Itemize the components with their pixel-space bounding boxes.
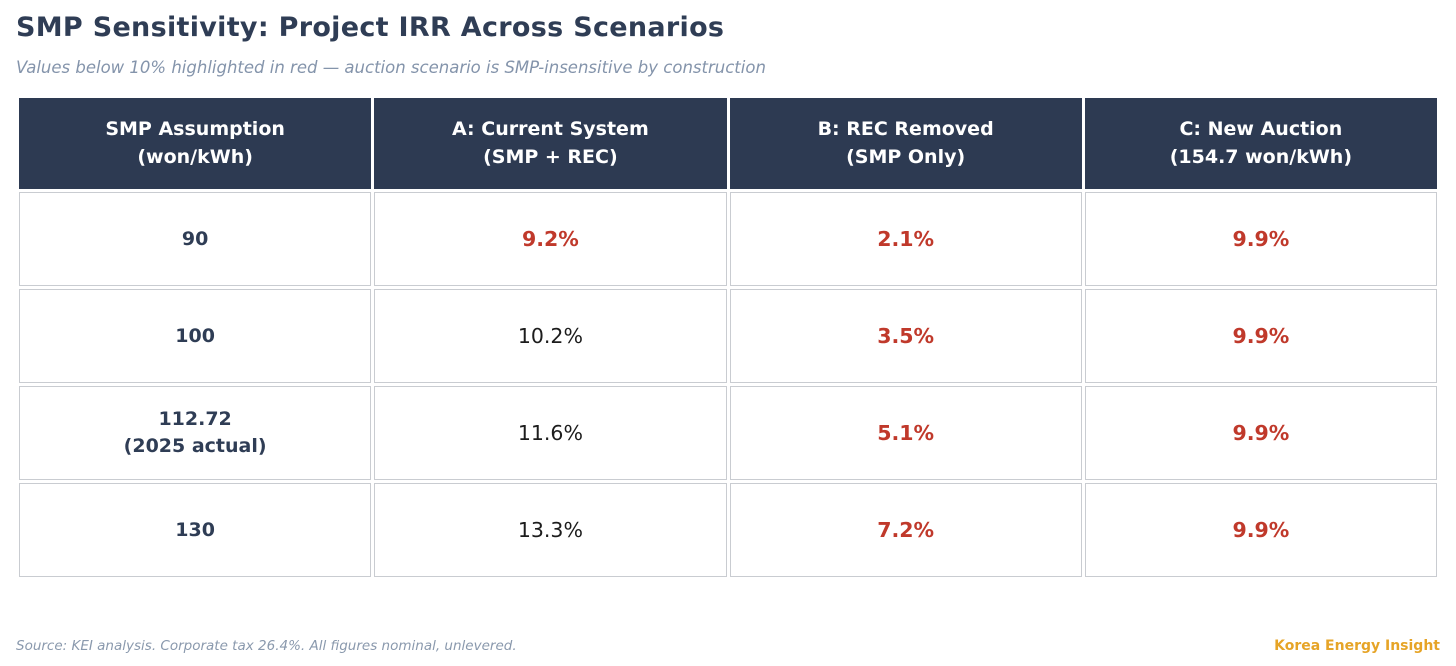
footer: Source: KEI analysis. Corporate tax 26.4… (16, 638, 1440, 654)
header-line-1: SMP Assumption (105, 118, 285, 141)
header-line-2: (154.7 won/kWh) (1169, 145, 1353, 168)
row-label: 112.72 (2025 actual) (19, 386, 372, 481)
page-subtitle: Values below 10% highlighted in red — au… (16, 58, 766, 78)
table-row-smp-130: 130 13.3% 7.2% 9.9% (19, 483, 1437, 578)
cell-scenario-b: 7.2% (729, 483, 1082, 578)
header-line-2: (SMP + REC) (483, 145, 618, 168)
cell-scenario-b: 3.5% (729, 289, 1082, 384)
cell-scenario-c: 9.9% (1084, 289, 1437, 384)
cell-scenario-a: 10.2% (374, 289, 727, 384)
table-body: 90 9.2% 2.1% 9.9% 100 10.2% 3.5% 9.9% 11… (19, 192, 1437, 578)
page-title: SMP Sensitivity: Project IRR Across Scen… (16, 12, 725, 43)
table-row-smp-112: 112.72 (2025 actual) 11.6% 5.1% 9.9% (19, 386, 1437, 481)
brand-label: Korea Energy Insight (1274, 638, 1440, 654)
cell-scenario-c: 9.9% (1084, 386, 1437, 481)
cell-scenario-b: 2.1% (729, 192, 1082, 287)
cell-scenario-a: 9.2% (374, 192, 727, 287)
header-line-1: C: New Auction (1179, 118, 1343, 141)
cell-scenario-c: 9.9% (1084, 483, 1437, 578)
row-label-note: (2025 actual) (123, 435, 267, 458)
col-header-current-system: A: Current System (SMP + REC) (374, 98, 727, 190)
cell-scenario-a: 13.3% (374, 483, 727, 578)
col-header-new-auction: C: New Auction (154.7 won/kWh) (1084, 98, 1437, 190)
header-line-1: B: REC Removed (817, 118, 994, 141)
cell-scenario-b: 5.1% (729, 386, 1082, 481)
col-header-rec-removed: B: REC Removed (SMP Only) (729, 98, 1082, 190)
header-row: SMP Assumption (won/kWh) A: Current Syst… (19, 98, 1437, 190)
col-header-smp-assumption: SMP Assumption (won/kWh) (19, 98, 372, 190)
row-label: 100 (19, 289, 372, 384)
table-head: SMP Assumption (won/kWh) A: Current Syst… (19, 98, 1437, 190)
row-label: 130 (19, 483, 372, 578)
header-line-2: (won/kWh) (137, 145, 253, 168)
cell-scenario-c: 9.9% (1084, 192, 1437, 287)
cell-scenario-a: 11.6% (374, 386, 727, 481)
table-row-smp-100: 100 10.2% 3.5% 9.9% (19, 289, 1437, 384)
table-row-smp-90: 90 9.2% 2.1% 9.9% (19, 192, 1437, 287)
header-line-1: A: Current System (452, 118, 649, 141)
row-label: 90 (19, 192, 372, 287)
source-note: Source: KEI analysis. Corporate tax 26.4… (16, 638, 517, 654)
irr-sensitivity-table: SMP Assumption (won/kWh) A: Current Syst… (16, 95, 1440, 580)
row-label-value: 112.72 (158, 407, 232, 430)
header-line-2: (SMP Only) (846, 145, 966, 168)
